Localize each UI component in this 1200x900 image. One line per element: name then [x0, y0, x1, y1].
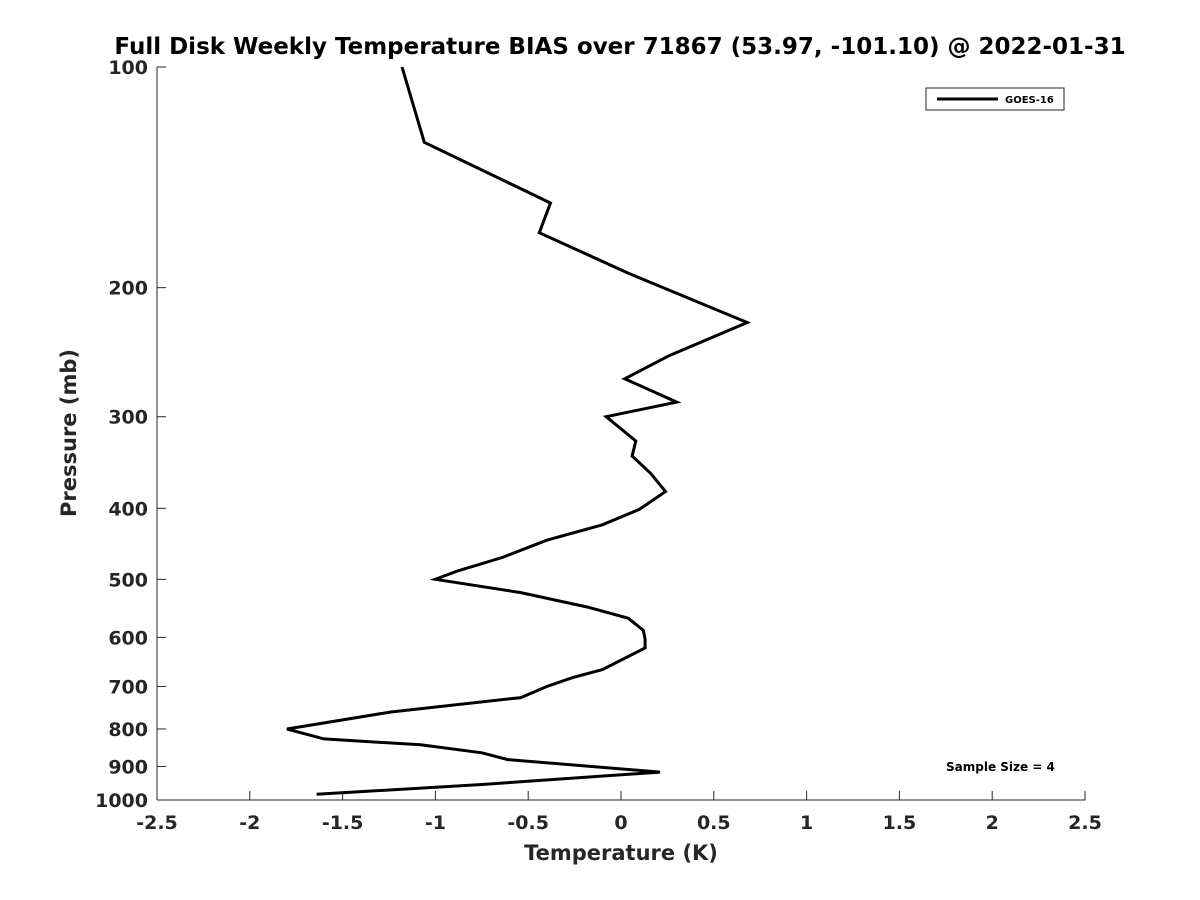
- y-tick-label: 800: [108, 719, 148, 741]
- x-tick-label: -2: [239, 812, 260, 834]
- y-tick-label: 500: [108, 569, 148, 591]
- y-tick-label: 600: [108, 627, 148, 649]
- series-line-goes-16: [286, 66, 752, 796]
- x-tick-label: 0.5: [697, 812, 731, 834]
- y-tick-label: 900: [108, 756, 148, 778]
- sample-size-annotation: Sample Size = 4: [946, 760, 1055, 774]
- x-tick-label: 2.5: [1068, 812, 1102, 834]
- x-tick-label: 1: [800, 812, 813, 834]
- x-tick-label: -1.5: [322, 812, 364, 834]
- legend-label-goes-16: GOES-16: [1005, 95, 1054, 106]
- plot-area: [157, 67, 1085, 800]
- x-tick-label: 2: [986, 812, 999, 834]
- x-axis-ticks: -2.5 -2 -1.5 -1 -0.5 0 0.5 1 1.5 2 2.5: [136, 791, 1102, 834]
- y-tick-label: 400: [108, 498, 148, 520]
- y-tick-label: 1000: [95, 790, 148, 812]
- x-tick-label: 1.5: [883, 812, 917, 834]
- y-tick-label: 300: [108, 407, 148, 429]
- x-tick-label: -1: [425, 812, 446, 834]
- y-tick-label: 700: [108, 676, 148, 698]
- y-axis-label: Pressure (mb): [57, 349, 81, 517]
- series-layer: [286, 66, 752, 796]
- chart-title: Full Disk Weekly Temperature BIAS over 7…: [114, 34, 1125, 60]
- x-axis-label: Temperature (K): [524, 841, 718, 865]
- x-tick-label: 0: [614, 812, 627, 834]
- y-tick-label: 200: [108, 278, 148, 300]
- legend: GOES-16: [925, 87, 1065, 111]
- y-axis-ticks: 100 200 300 400 500 600 700 800 900 1000: [95, 57, 166, 812]
- y-tick-label: 100: [108, 57, 148, 79]
- x-tick-label: -2.5: [136, 812, 178, 834]
- x-tick-label: -0.5: [507, 812, 549, 834]
